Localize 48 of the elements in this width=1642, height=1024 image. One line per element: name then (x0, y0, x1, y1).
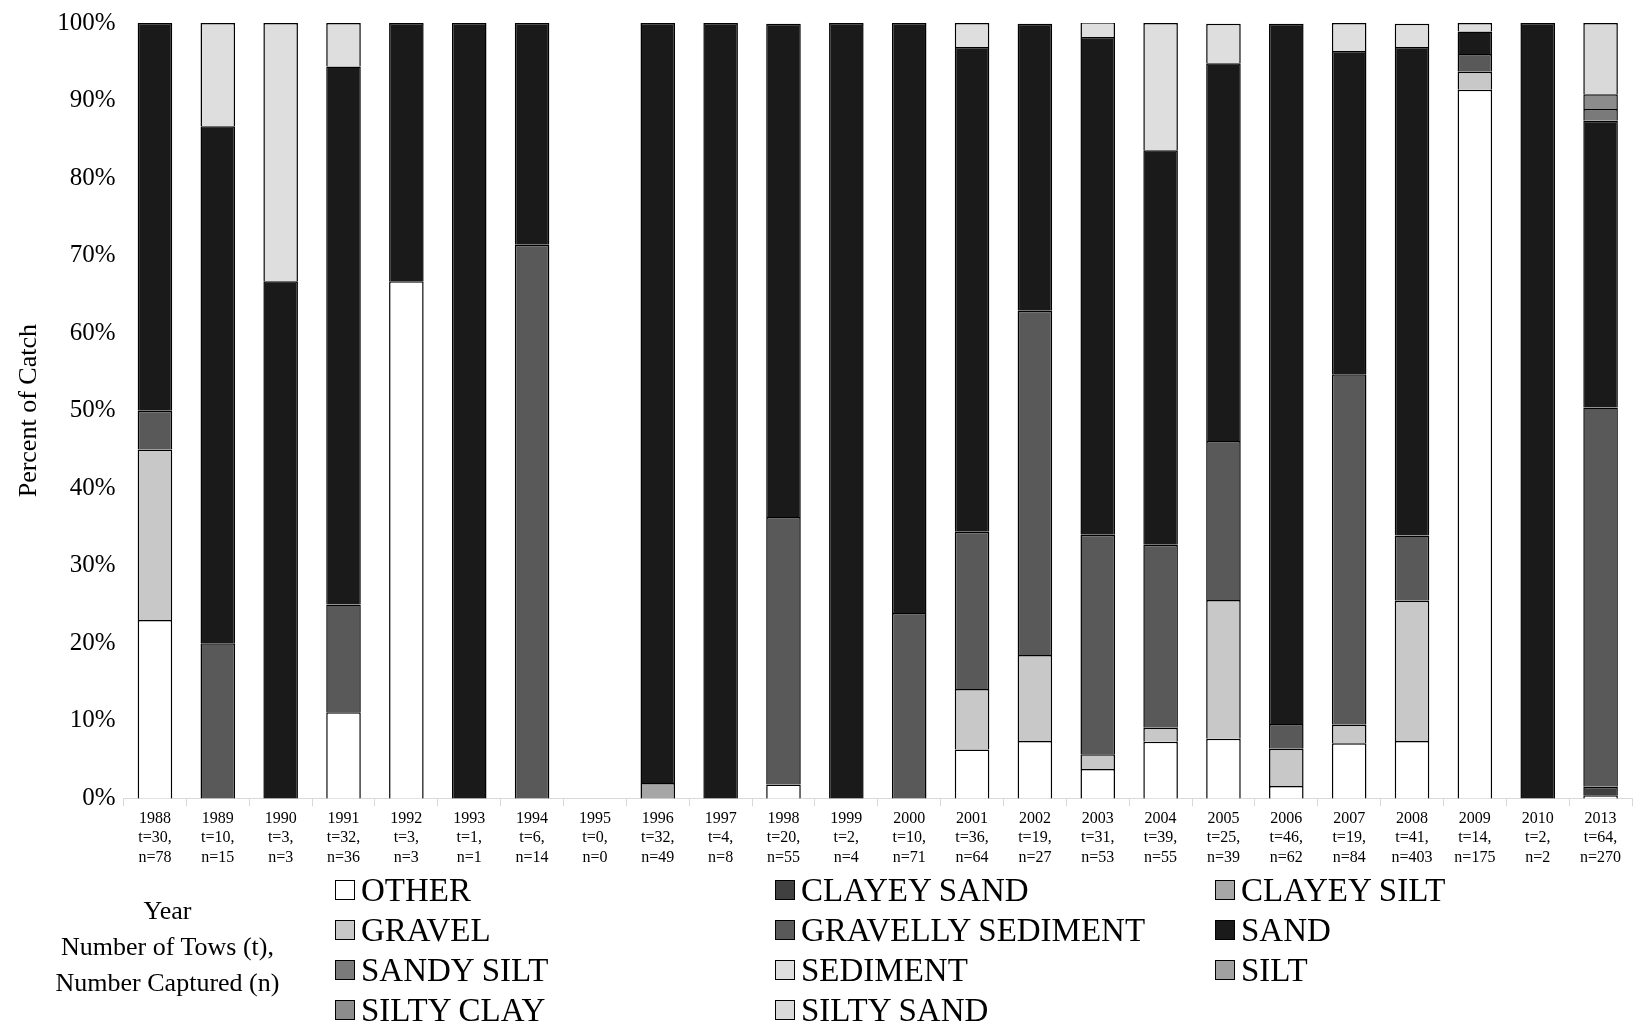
legend-label: SANDY SILT (361, 951, 549, 989)
x-tick-label: 1994 t=6, n=14 (515, 809, 549, 865)
x-tick-label: 2009 t=14, n=175 (1454, 809, 1496, 865)
x-tick-label: 1988 t=30, n=78 (138, 809, 172, 865)
x-tick-label: 2010 t=2, n=2 (1521, 809, 1554, 865)
legend-label: CLAYEY SILT (1241, 871, 1446, 909)
x-tick-label: 2005 t=25, n=39 (1206, 809, 1241, 865)
x-tick-label: 1997 t=4, n=8 (704, 809, 737, 865)
y-tick-label: 40% (69, 472, 116, 500)
legend-label: SILTY CLAY (361, 991, 546, 1024)
legend-label: SILTY SAND (801, 991, 989, 1024)
x-tick-label: 1992 t=3, n=3 (390, 809, 423, 865)
x-tick-label: 2013 t=64, n=270 (1580, 809, 1622, 865)
y-tick-label: 70% (69, 240, 116, 268)
legend-label: GRAVELLY SEDIMENT (801, 911, 1146, 949)
legend-label: SAND (1241, 911, 1331, 949)
y-tick-label: 0% (82, 782, 116, 810)
y-tick-label: 100% (57, 7, 116, 35)
x-tick-label: 2008 t=41, n=403 (1391, 809, 1433, 865)
x-tick-label: 1995 t=0, n=0 (578, 809, 611, 865)
y-tick-label: 60% (69, 317, 116, 345)
x-tick-label: 2002 t=19, n=27 (1018, 809, 1052, 865)
y-tick-label: 10% (69, 705, 116, 733)
legend-label: CLAYEY SAND (801, 871, 1029, 909)
x-tick-label: 1993 t=1, n=1 (453, 809, 486, 865)
x-tick-label: 2003 t=31, n=53 (1081, 809, 1115, 865)
x-tick-label: 1991 t=32, n=36 (326, 809, 361, 865)
x-tick-label: 2001 t=36, n=64 (955, 809, 989, 865)
x-tick-label: 1989 t=10, n=15 (201, 809, 235, 865)
x-tick-label: 2000 t=10, n=71 (892, 809, 926, 865)
x-tick-label: 1990 t=3, n=3 (264, 809, 297, 865)
x-tick-label: 2007 t=19, n=84 (1332, 809, 1366, 865)
x-tick-label: 1999 t=2, n=4 (830, 809, 863, 865)
x-tick-label: 2004 t=39, n=55 (1143, 809, 1178, 865)
legend-label: SILT (1241, 951, 1308, 989)
y-tick-label: 80% (69, 162, 116, 190)
y-tick-label: 50% (69, 395, 116, 423)
legend-label: SEDIMENT (801, 951, 968, 989)
x-tick-label: 1996 t=32, n=49 (641, 809, 675, 865)
x-tick-label: 1998 t=20, n=55 (766, 809, 801, 865)
x-axis-title: Year Number of Tows (t), Number Captured (n) (54, 895, 281, 999)
x-tick-label: 2006 t=46, n=62 (1269, 809, 1304, 865)
y-tick-label: 90% (69, 85, 116, 113)
y-tick-label: 20% (69, 627, 116, 655)
legend-label: GRAVEL (361, 911, 491, 949)
y-axis-title: Percent of Catch (13, 324, 43, 498)
text: OTHER (361, 871, 471, 909)
y-tick-label: 30% (69, 550, 116, 578)
